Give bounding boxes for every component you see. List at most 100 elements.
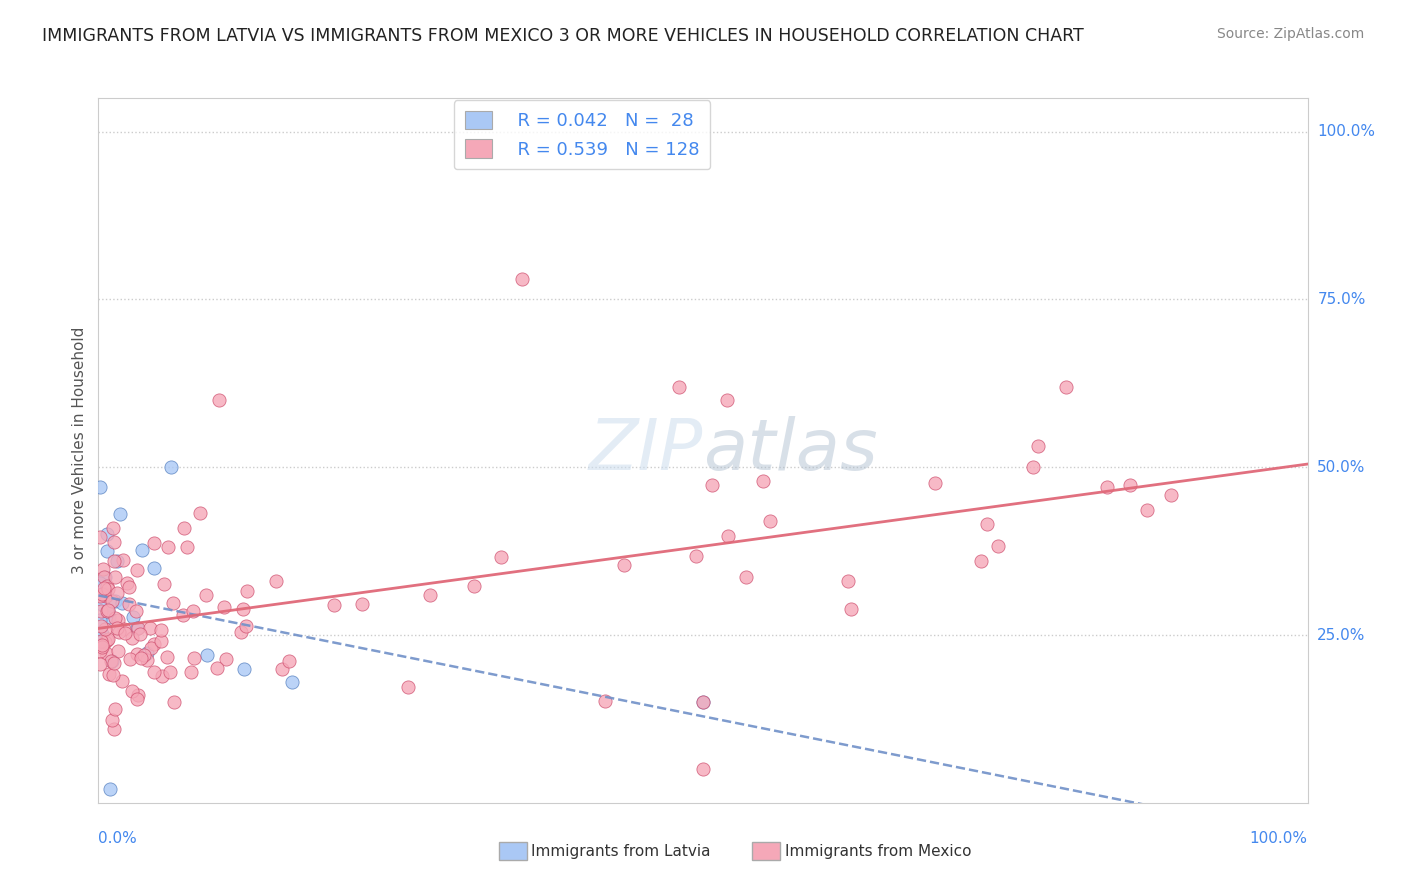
Point bbox=[93, 582, 115, 596]
Point bbox=[94, 587, 117, 601]
Point bbox=[156, 650, 179, 665]
Point bbox=[104, 702, 127, 716]
Point bbox=[235, 584, 257, 599]
Text: 25.0%: 25.0% bbox=[1317, 627, 1365, 642]
Point bbox=[150, 633, 173, 648]
Point bbox=[152, 576, 174, 591]
Point bbox=[208, 393, 231, 408]
Point bbox=[89, 575, 111, 590]
Point bbox=[463, 579, 485, 593]
Point bbox=[118, 598, 141, 612]
Point bbox=[157, 540, 180, 554]
Point bbox=[97, 603, 120, 617]
Point bbox=[105, 554, 128, 568]
Point bbox=[97, 582, 120, 596]
Point bbox=[181, 604, 204, 618]
Point bbox=[396, 680, 419, 694]
Point bbox=[114, 626, 136, 640]
Point bbox=[278, 654, 301, 668]
Point bbox=[127, 688, 149, 702]
Point bbox=[97, 667, 120, 681]
Point bbox=[131, 542, 153, 557]
Point bbox=[121, 631, 143, 645]
Point bbox=[127, 621, 149, 635]
Point bbox=[90, 638, 112, 652]
Point bbox=[128, 627, 150, 641]
Point bbox=[134, 648, 156, 663]
Point bbox=[734, 570, 756, 584]
Point bbox=[90, 640, 112, 655]
Point bbox=[122, 610, 145, 624]
Point bbox=[837, 574, 859, 588]
Point bbox=[162, 596, 184, 610]
Point bbox=[758, 514, 780, 528]
Text: 0.0%: 0.0% bbox=[98, 831, 138, 846]
Point bbox=[96, 544, 118, 558]
Point bbox=[93, 587, 115, 601]
Text: IMMIGRANTS FROM LATVIA VS IMMIGRANTS FROM MEXICO 3 OR MORE VEHICLES IN HOUSEHOLD: IMMIGRANTS FROM LATVIA VS IMMIGRANTS FRO… bbox=[42, 27, 1084, 45]
Point bbox=[89, 657, 111, 672]
Point bbox=[125, 648, 148, 662]
Point bbox=[89, 589, 111, 603]
Point bbox=[101, 521, 124, 535]
Point bbox=[1022, 459, 1045, 474]
Point bbox=[89, 530, 111, 544]
Point bbox=[103, 534, 125, 549]
Point bbox=[419, 588, 441, 602]
Point bbox=[214, 600, 236, 615]
Text: atlas: atlas bbox=[703, 416, 877, 485]
Point bbox=[159, 665, 181, 679]
Point bbox=[101, 593, 124, 607]
Point bbox=[107, 613, 129, 627]
Point bbox=[173, 521, 195, 535]
Point bbox=[105, 621, 128, 635]
Point bbox=[125, 604, 148, 618]
Point bbox=[692, 695, 714, 709]
Point bbox=[172, 607, 194, 622]
Point bbox=[94, 569, 117, 583]
Text: 100.0%: 100.0% bbox=[1250, 831, 1308, 846]
Text: 75.0%: 75.0% bbox=[1317, 292, 1365, 307]
Point bbox=[89, 480, 111, 494]
Point bbox=[195, 648, 218, 662]
Point bbox=[142, 536, 165, 550]
Point bbox=[702, 478, 724, 492]
Point bbox=[98, 782, 121, 797]
Point bbox=[183, 651, 205, 665]
Point bbox=[104, 570, 127, 584]
Point bbox=[188, 506, 211, 520]
Point bbox=[142, 665, 165, 679]
Text: Immigrants from Latvia: Immigrants from Latvia bbox=[531, 845, 711, 859]
Point bbox=[104, 611, 127, 625]
Point bbox=[110, 507, 132, 521]
Point bbox=[323, 598, 346, 612]
Legend:   R = 0.042   N =  28,   R = 0.539   N = 128: R = 0.042 N = 28, R = 0.539 N = 128 bbox=[454, 100, 710, 169]
Point bbox=[270, 662, 292, 676]
Point bbox=[100, 654, 122, 668]
Point bbox=[1054, 380, 1077, 394]
Point bbox=[97, 609, 120, 624]
Point bbox=[112, 622, 135, 636]
Y-axis label: 3 or more Vehicles in Household: 3 or more Vehicles in Household bbox=[72, 326, 87, 574]
Point bbox=[89, 588, 111, 602]
Text: Source: ZipAtlas.com: Source: ZipAtlas.com bbox=[1216, 27, 1364, 41]
Text: 100.0%: 100.0% bbox=[1317, 124, 1375, 139]
Point bbox=[215, 651, 238, 665]
Point bbox=[121, 684, 143, 698]
Point bbox=[510, 272, 533, 286]
Point bbox=[350, 597, 373, 611]
Text: Immigrants from Mexico: Immigrants from Mexico bbox=[785, 845, 972, 859]
Point bbox=[142, 561, 165, 575]
Point bbox=[685, 549, 707, 563]
Point bbox=[101, 667, 124, 681]
Point bbox=[163, 695, 186, 709]
Point bbox=[1026, 439, 1049, 453]
Point bbox=[90, 619, 112, 633]
Point bbox=[752, 474, 775, 488]
Point bbox=[105, 586, 128, 600]
Point bbox=[232, 662, 254, 676]
Point bbox=[131, 650, 153, 665]
Text: ZIP: ZIP bbox=[589, 416, 703, 485]
Point bbox=[91, 561, 114, 575]
Point bbox=[96, 604, 118, 618]
